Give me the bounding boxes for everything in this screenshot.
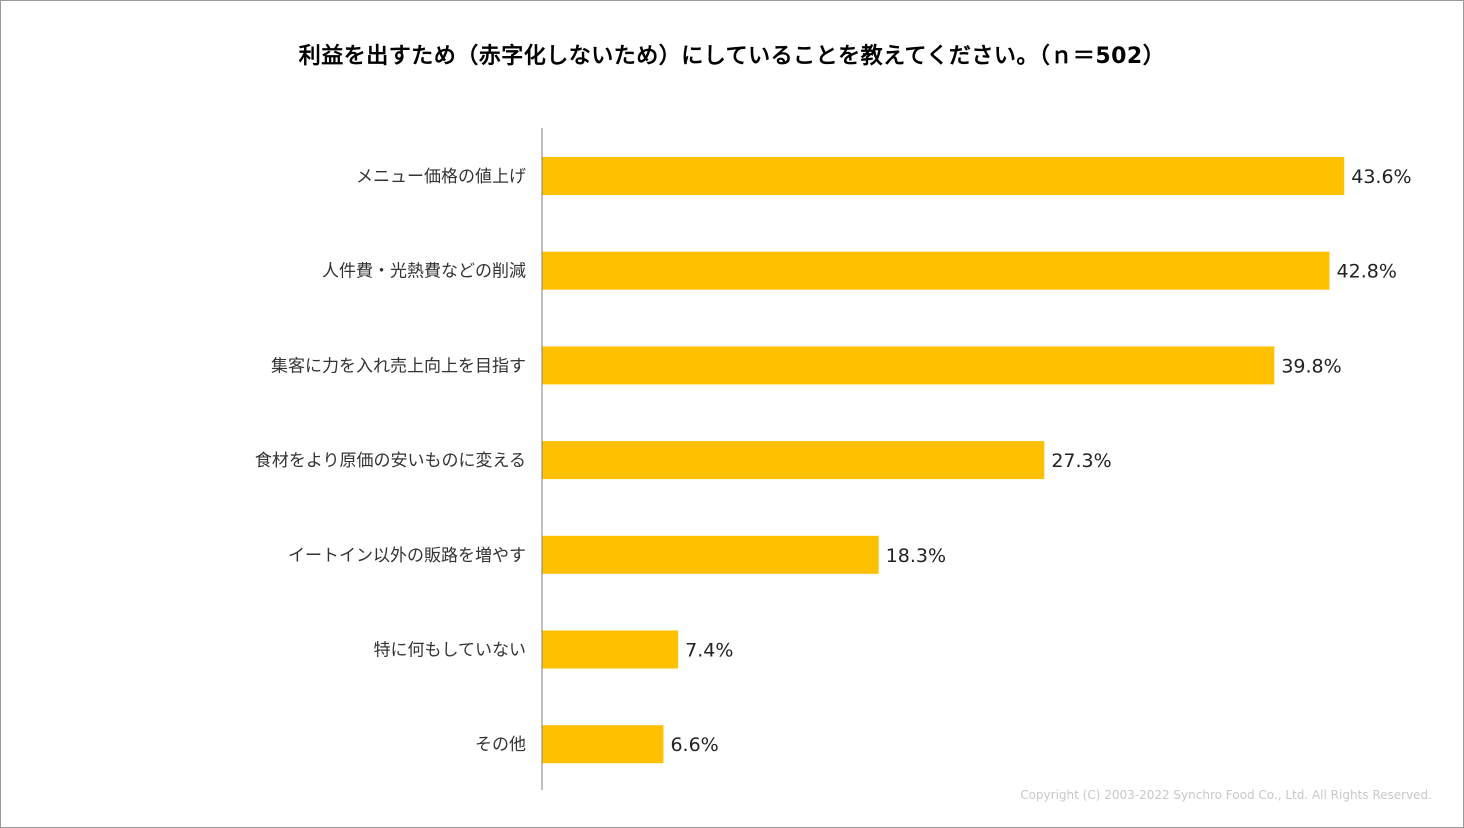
value-labels-group: 43.6% 42.8% 39.8% 27.3% 18.3% 7.4% 6.6% (670, 166, 1411, 756)
category-label-1: メニュー価格の値上げ (356, 167, 526, 187)
category-label-6: 特に何もしていない (374, 641, 527, 661)
chart-title: 利益を出すため（赤字化しないため）にしていることを教えてください。（ｎ＝502） (298, 44, 1166, 69)
bar-3 (542, 346, 1275, 385)
value-label-5: 18.3% (886, 545, 946, 567)
bar-7 (542, 725, 664, 764)
value-label-3: 39.8% (1281, 355, 1341, 377)
category-label-5: イートイン以外の販路を増やす (288, 546, 526, 566)
value-label-6: 7.4% (685, 640, 733, 662)
bars-group (542, 157, 1345, 764)
category-labels-group: メニュー価格の値上げ人件費・光熱費などの削減集客に力を入れ売上向上を目指す食材を… (255, 167, 526, 755)
bar-4 (542, 441, 1045, 480)
bar-2 (542, 251, 1330, 290)
bar-5 (542, 535, 879, 574)
value-label-2: 42.8% (1337, 261, 1397, 283)
bar-1 (542, 157, 1345, 195)
copyright-text: Copyright (C) 2003-2022 Synchro Food Co.… (1020, 788, 1432, 802)
value-label-1: 43.6% (1351, 166, 1411, 188)
value-label-7: 6.6% (670, 734, 718, 756)
category-label-4: 食材をより原価の安いものに変える (255, 451, 526, 471)
value-label-4: 27.3% (1051, 450, 1111, 472)
bar-6 (542, 630, 679, 669)
category-label-3: 集客に力を入れ売上向上を目指す (271, 356, 526, 376)
category-label-2: 人件費・光熱費などの削減 (322, 262, 526, 282)
category-label-7: その他 (475, 735, 526, 755)
